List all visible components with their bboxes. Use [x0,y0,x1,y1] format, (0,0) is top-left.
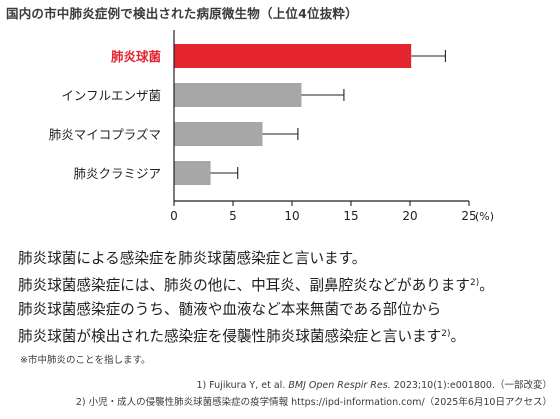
body-line-3: 肺炎球菌感染症のうち、髄液や血液など本来無菌である部位から [18,301,442,318]
x-tick-label-2: 10 [284,209,299,223]
category-label-2: 肺炎マイコプラズマ [49,127,161,142]
body-line-4: 肺炎球菌が検出された感染症を侵襲性肺炎球菌感染症と言います2)。 [18,328,466,345]
x-axis-unit: (%) [475,210,494,223]
x-tick-label-3: 15 [343,209,358,223]
ref-marker: 2) [441,329,451,339]
x-tick-label-1: 5 [229,209,237,223]
bar-1 [174,83,302,107]
category-label-1: インフルエンザ菌 [61,88,161,103]
bar-0 [174,44,412,68]
bar-2 [174,122,263,146]
x-tick-label-5: 25 [461,209,476,223]
body-text: 肺炎球菌による感染症を肺炎球菌感染症と言います。 肺炎球菌感染症には、肺炎の他に… [18,247,558,349]
footnote: ※市中肺炎のことを指します。 [20,355,151,366]
bar-3 [174,161,211,185]
category-label-0: 肺炎球菌 [111,49,162,64]
body-line-1: 肺炎球菌による感染症を肺炎球菌感染症と言います。 [18,250,367,267]
x-tick-label-0: 0 [170,209,178,223]
ref-marker: 2) [469,278,480,288]
body-line-2: 肺炎球菌感染症には、肺炎の他に、中耳炎、副鼻腔炎などがあります2)。 [18,277,494,294]
x-tick-label-4: 20 [402,209,417,223]
category-label-3: 肺炎クラミジア [73,166,161,181]
chart-title: 国内の市中肺炎症例で検出された病原微生物（上位4位抜粋） [6,6,358,21]
reference-1: 1) Fujikura Y, et al. BMJ Open Respir Re… [196,380,552,391]
reference-2: 2) 小児・成人の侵襲性肺炎球菌感染症の疫学情報 https://ipd-inf… [75,397,552,408]
